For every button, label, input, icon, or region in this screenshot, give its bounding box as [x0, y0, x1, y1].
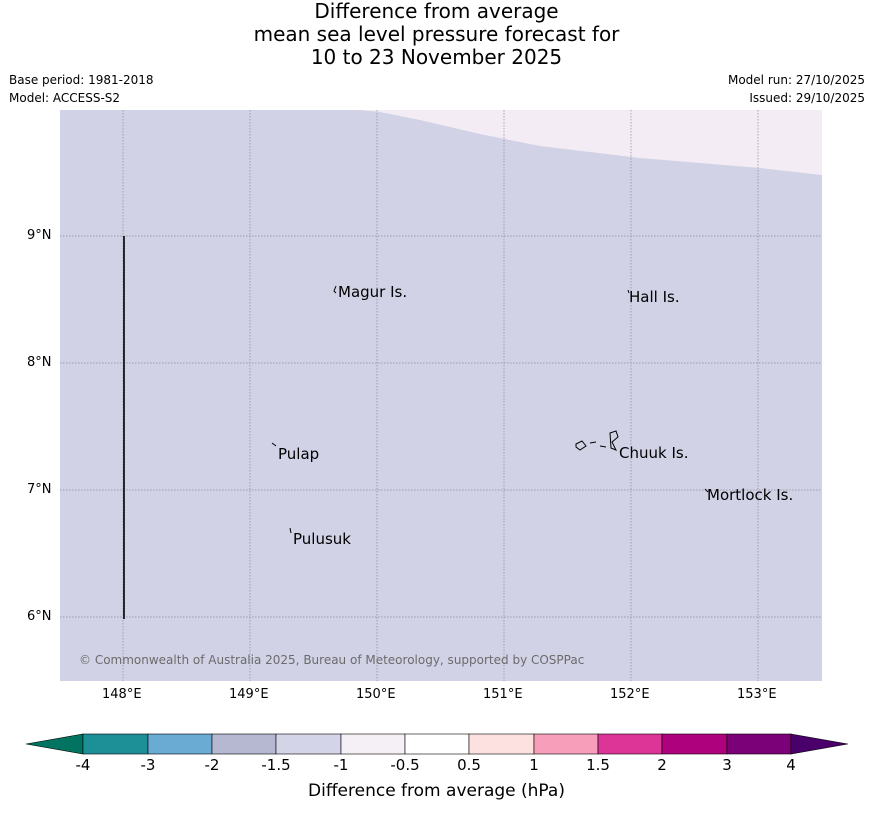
- issued-text: Issued: 29/10/2025: [749, 91, 865, 105]
- upper-anomaly-region: [360, 110, 822, 175]
- base-period-text: Base period: 1981-2018: [9, 73, 154, 87]
- colorbar-label: 0.5: [457, 756, 481, 774]
- colorbar-label: -1.5: [261, 756, 291, 774]
- place-pulap: Pulap: [278, 445, 320, 463]
- colorbar-label: 3: [722, 756, 732, 774]
- colorbar-label: 1: [529, 756, 539, 774]
- colorbar-label: -4: [75, 756, 91, 774]
- colorbar-label: -3: [140, 756, 156, 774]
- colorbar-extend-high: [790, 733, 849, 755]
- colorbar-label: -1: [333, 756, 349, 774]
- colorbar-label: -2: [204, 756, 220, 774]
- colorbar: [25, 733, 849, 755]
- colorbar-extend-low: [25, 733, 84, 755]
- colorbar-segment-9: [597, 733, 663, 755]
- colorbar-segment-6: [404, 733, 470, 755]
- lat-label-8n: 8°N: [27, 355, 52, 370]
- lon-label-152e: 152°E: [610, 687, 650, 702]
- colorbar-segment-3: [211, 733, 277, 755]
- lon-label-150e: 150°E: [356, 687, 396, 702]
- hall-island-shape: [627, 289, 630, 294]
- lat-label-7n: 7°N: [27, 482, 52, 497]
- lat-label-9n: 9°N: [27, 228, 52, 243]
- title-line-1: Difference from average: [314, 0, 559, 23]
- colorbar-segment-10: [661, 733, 728, 755]
- place-hall: Hall Is.: [629, 288, 680, 306]
- magur-island-shape: [333, 285, 337, 294]
- colorbar-segment-2: [147, 733, 213, 755]
- map-background: [60, 110, 822, 681]
- map-gridlines: [60, 110, 822, 681]
- colorbar-label: 2: [657, 756, 667, 774]
- title-line-2: mean sea level pressure forecast for: [253, 22, 620, 46]
- lon-label-153e: 153°E: [737, 687, 777, 702]
- colorbar-segment-1: [82, 733, 149, 755]
- colorbar-segment-5: [340, 733, 406, 755]
- colorbar-segment-11: [726, 733, 792, 755]
- lon-label-151e: 151°E: [483, 687, 523, 702]
- lat-label-6n: 6°N: [27, 609, 52, 624]
- colorbar-label: -0.5: [390, 756, 420, 774]
- colorbar-label: 4: [786, 756, 796, 774]
- meta-left: Base period: 1981-2018 Model: ACCESS-S2: [9, 71, 154, 107]
- lon-label-148e: 148°E: [102, 687, 142, 702]
- pulusuk-island-shape: [289, 527, 292, 534]
- place-mortlock: Mortlock Is.: [707, 486, 794, 504]
- colorbar-title: Difference from average (hPa): [308, 781, 565, 801]
- place-magur: Magur Is.: [338, 283, 408, 301]
- model-run-text: Model run: 27/10/2025: [727, 73, 865, 87]
- colorbar-segment-4: [275, 733, 342, 755]
- mortlock-island-shape: [704, 488, 709, 493]
- colorbar-segment-8: [533, 733, 599, 755]
- island-shapes: [271, 285, 709, 534]
- colorbar-label: 1.5: [586, 756, 610, 774]
- meta-right: Model run: 27/10/2025 Issued: 29/10/2025: [728, 71, 865, 107]
- place-chuuk: Chuuk Is.: [619, 444, 689, 462]
- model-text: Model: ACCESS-S2: [9, 91, 121, 105]
- chuuk-lagoon-shape: [575, 430, 619, 451]
- copyright-text: © Commonwealth of Australia 2025, Bureau…: [79, 653, 585, 667]
- title-line-3: 10 to 23 November 2025: [310, 45, 563, 69]
- lon-label-149e: 149°E: [229, 687, 269, 702]
- colorbar-segment-7: [468, 733, 535, 755]
- pulap-island-shape: [271, 442, 277, 447]
- place-pulusuk: Pulusuk: [293, 530, 351, 548]
